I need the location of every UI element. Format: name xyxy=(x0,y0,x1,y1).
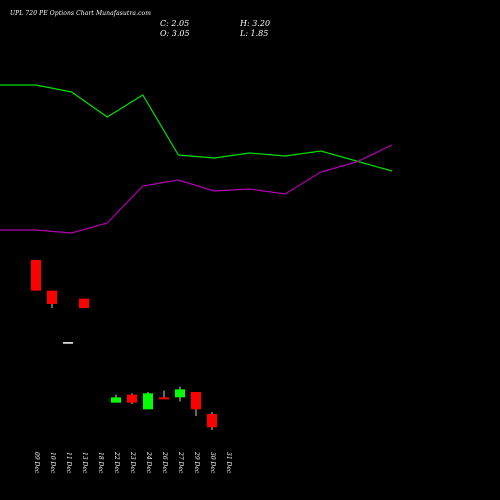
candle-23-dec xyxy=(127,393,137,404)
indicator-lines xyxy=(0,84,393,234)
x-tick-label: 27 Dec xyxy=(177,451,184,474)
x-axis-ticks: 09 Dec 10 Dec 11 Dec 13 Dec 18 Dec 22 Dec 23 D… xyxy=(33,451,232,474)
candle-body xyxy=(127,394,137,403)
x-tick-label: 13 Dec xyxy=(81,452,88,474)
x-tick-label: 22 Dec xyxy=(113,451,120,474)
low-value: L: 1.85 xyxy=(240,29,269,38)
candle-body xyxy=(175,389,185,398)
candle-body xyxy=(63,342,73,344)
candle-13-dec xyxy=(79,298,89,308)
x-tick-label: 23 Dec xyxy=(129,451,136,474)
candle-29-dec xyxy=(191,392,201,416)
candle-body xyxy=(111,397,121,403)
x-tick-label: 26 Dec xyxy=(161,451,168,474)
candle-30-dec xyxy=(207,412,217,430)
candle-10-dec xyxy=(47,290,57,308)
candle-24-dec xyxy=(143,392,153,410)
purple-indicator-line xyxy=(0,144,393,234)
close-value: C: 2.05 xyxy=(160,19,190,28)
candle-body xyxy=(31,260,41,291)
x-tick-label: 09 Dec xyxy=(33,452,40,474)
candle-body xyxy=(79,298,89,308)
candle-body xyxy=(207,414,217,428)
candle-body xyxy=(47,290,57,304)
x-tick-label: 10 Dec xyxy=(49,452,56,474)
candle-27-dec xyxy=(175,386,185,402)
candle-body xyxy=(191,392,201,410)
x-tick-label: 31 Dec xyxy=(225,452,232,474)
candle-11-dec xyxy=(63,342,73,344)
green-indicator-line xyxy=(0,84,393,172)
x-tick-label: 24 Dec xyxy=(145,451,152,474)
x-tick-label: 11 Dec xyxy=(65,452,72,474)
x-tick-label: 18 Dec xyxy=(97,452,104,474)
candle-09-dec xyxy=(31,260,41,291)
high-value: H: 3.20 xyxy=(240,19,271,28)
x-tick-label: 30 Dec xyxy=(209,452,216,474)
candle-body xyxy=(159,397,169,400)
candle-body xyxy=(143,393,153,410)
chart-title: UPL 720 PE Options Chart Munafasutra.com xyxy=(10,10,152,17)
x-tick-label: 29 Dec xyxy=(193,451,200,474)
open-value: O: 3.05 xyxy=(160,29,190,38)
candles xyxy=(31,260,217,430)
candle-26-dec xyxy=(159,390,169,400)
candle-22-dec xyxy=(111,394,121,403)
